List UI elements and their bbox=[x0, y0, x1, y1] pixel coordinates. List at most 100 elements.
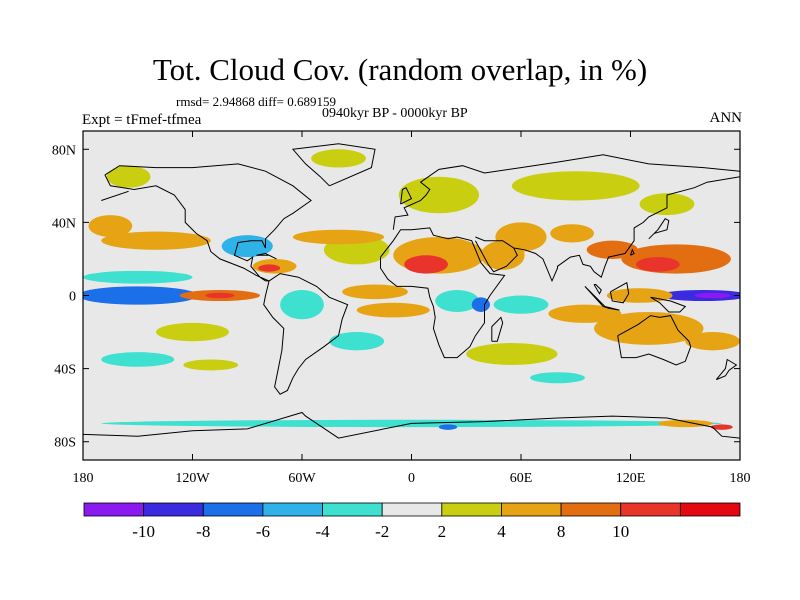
anomaly-region bbox=[550, 224, 594, 243]
coastline bbox=[291, 143, 376, 187]
colorbar-label: 8 bbox=[557, 522, 566, 541]
anomaly-region bbox=[88, 215, 133, 238]
anomaly-region bbox=[466, 343, 558, 365]
colorbar-swatch bbox=[83, 502, 145, 517]
anomaly-region bbox=[404, 255, 448, 274]
anomaly-region bbox=[493, 295, 549, 314]
colorbar-swatch bbox=[620, 502, 681, 517]
anomaly-region bbox=[398, 176, 480, 214]
colorbar-swatch bbox=[202, 502, 264, 517]
anomaly-region bbox=[471, 297, 490, 312]
anomaly-region bbox=[685, 332, 740, 351]
anomaly-region bbox=[594, 311, 704, 345]
anomaly-region bbox=[710, 424, 733, 430]
colorbar-label: -10 bbox=[132, 522, 155, 541]
anomaly-region bbox=[101, 231, 211, 250]
anomaly-region bbox=[606, 288, 673, 303]
colorbar-swatch bbox=[262, 502, 323, 517]
coastlines bbox=[83, 143, 740, 439]
coastline bbox=[715, 358, 738, 381]
colorbar-label: 4 bbox=[497, 522, 506, 541]
coastline bbox=[513, 176, 740, 283]
colorbar-swatch bbox=[560, 502, 622, 517]
colorbar-swatch bbox=[322, 502, 383, 517]
coastline bbox=[609, 281, 630, 304]
anomaly-region bbox=[156, 322, 229, 342]
anomaly-region bbox=[480, 240, 525, 270]
anomaly-region bbox=[621, 244, 731, 274]
anomaly-region bbox=[311, 149, 366, 168]
anomaly-region bbox=[101, 352, 175, 367]
anomaly-region bbox=[694, 292, 731, 299]
coastline bbox=[617, 315, 692, 366]
coastline bbox=[263, 273, 349, 395]
experiment-label: Expt = tFmef-tfmea bbox=[82, 112, 202, 128]
y-tick-label: 40S bbox=[54, 363, 76, 378]
coastline bbox=[104, 163, 312, 282]
colorbar-label: 2 bbox=[438, 522, 447, 541]
coastline bbox=[648, 218, 670, 240]
cloud-anomaly-field bbox=[83, 149, 740, 430]
coastline bbox=[400, 187, 413, 205]
colorbar-label: -6 bbox=[256, 522, 270, 541]
x-axis: 180 120W 60W 0 60E 120E 180 bbox=[73, 131, 751, 486]
anomaly-region bbox=[657, 419, 713, 428]
colorbar-swatch bbox=[381, 502, 443, 517]
season-label: ANN bbox=[709, 110, 743, 126]
coastline bbox=[256, 252, 277, 260]
colorbar-label: -8 bbox=[196, 522, 210, 541]
anomaly-region bbox=[280, 290, 324, 320]
colorbar-swatch bbox=[501, 502, 562, 517]
colorbar-label: -4 bbox=[315, 522, 330, 541]
y-tick-label: 0 bbox=[69, 290, 76, 305]
anomaly-region bbox=[438, 424, 458, 430]
x-tick-label: 120W bbox=[175, 471, 210, 486]
colorbar-swatch bbox=[679, 502, 741, 517]
anomaly-region bbox=[183, 359, 239, 371]
colorbar-swatch bbox=[441, 502, 502, 517]
anomaly-region bbox=[292, 229, 385, 245]
coastline bbox=[584, 286, 620, 311]
anomaly-region bbox=[205, 292, 235, 299]
anomaly-region bbox=[329, 332, 385, 351]
x-tick-label: 60W bbox=[288, 471, 316, 486]
x-tick-label: 0 bbox=[408, 471, 415, 486]
anomaly-region bbox=[586, 240, 638, 259]
anomaly-region bbox=[548, 304, 622, 323]
anomaly-region bbox=[258, 264, 281, 272]
anomaly-region bbox=[511, 171, 640, 201]
anomaly-region bbox=[106, 165, 151, 188]
anomaly-region bbox=[83, 286, 198, 305]
anomaly-region bbox=[435, 290, 480, 312]
anomaly-region bbox=[530, 372, 585, 384]
chart-title: Tot. Cloud Cov. (random overlap, in %) bbox=[152, 52, 648, 87]
coastline bbox=[380, 227, 506, 359]
anomaly-region bbox=[356, 302, 430, 318]
colorbar-swatch bbox=[143, 502, 204, 517]
coastline bbox=[474, 236, 518, 273]
colorbar: -10 -8 -6 -4 -2 2 4 8 10 bbox=[83, 502, 741, 541]
anomaly-region bbox=[635, 257, 680, 272]
y-axis: 80N 40N 0 40S 80S bbox=[52, 143, 740, 451]
coastline bbox=[392, 154, 740, 230]
colorbar-label: 10 bbox=[612, 522, 629, 541]
statistics-label: rmsd= 2.94868 diff= 0.689159 bbox=[176, 94, 336, 109]
x-tick-label: 120E bbox=[616, 471, 646, 486]
y-tick-label: 40N bbox=[52, 216, 76, 231]
x-tick-label: 60E bbox=[510, 471, 533, 486]
coastline bbox=[101, 190, 129, 201]
x-tick-label: 180 bbox=[730, 471, 751, 486]
period-label: 0940kyr BP - 0000kyr BP bbox=[322, 106, 468, 121]
coastline bbox=[630, 248, 635, 256]
coastline bbox=[593, 284, 602, 295]
anomaly-region bbox=[83, 270, 193, 284]
anomaly-region bbox=[342, 284, 408, 300]
coastline bbox=[650, 296, 687, 313]
colorbar-label: -2 bbox=[375, 522, 389, 541]
coastline bbox=[491, 316, 504, 342]
y-tick-label: 80N bbox=[52, 143, 76, 158]
x-tick-label: 180 bbox=[73, 471, 94, 486]
y-tick-label: 80S bbox=[54, 436, 76, 451]
coastline bbox=[83, 411, 740, 439]
